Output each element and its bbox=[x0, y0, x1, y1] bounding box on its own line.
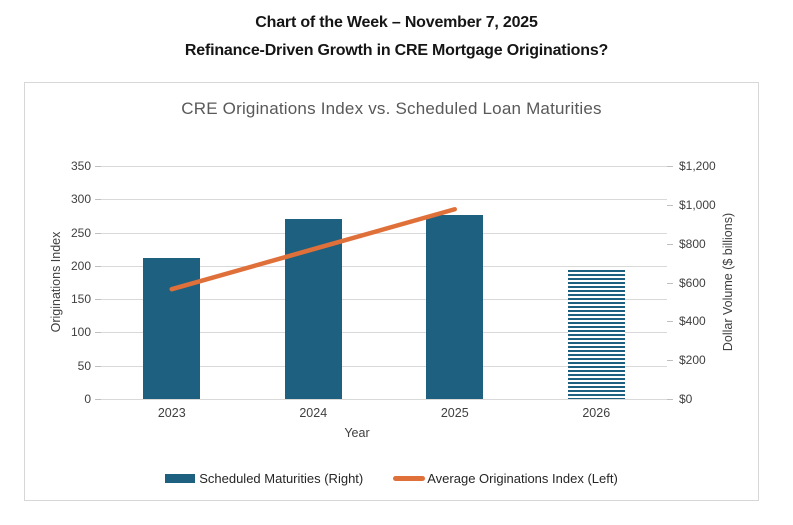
gridline bbox=[101, 365, 667, 367]
left-axis-tick bbox=[95, 299, 101, 301]
gridline bbox=[101, 166, 667, 167]
right-axis-tick bbox=[667, 166, 673, 167]
right-axis-tick bbox=[667, 243, 673, 245]
x-axis-label-2026: 2026 bbox=[582, 406, 611, 420]
header-title-line2: Refinance-Driven Growth in CRE Mortgage … bbox=[184, 42, 609, 59]
right-axis-tick bbox=[667, 321, 673, 323]
gridline bbox=[101, 332, 667, 334]
legend: Scheduled Maturities (Right) Average Ori… bbox=[25, 471, 758, 486]
left-axis-tick-label: 50 bbox=[77, 358, 91, 373]
bar-legend-swatch-icon bbox=[165, 474, 196, 483]
right-axis-tick-label: $800 bbox=[679, 236, 706, 251]
right-axis-tick bbox=[667, 204, 673, 206]
right-axis-tick bbox=[667, 282, 673, 284]
left-axis-tick bbox=[95, 199, 101, 201]
chart-container: CRE Originations Index vs. Scheduled Loa… bbox=[24, 82, 759, 501]
line-legend-swatch-icon bbox=[393, 476, 426, 481]
bar-2026 bbox=[567, 269, 625, 399]
chart-title: CRE Originations Index vs. Scheduled Loa… bbox=[181, 99, 602, 118]
left-axis-tick-label: 250 bbox=[70, 225, 91, 240]
left-axis-tick-label: 100 bbox=[70, 325, 91, 340]
gridline bbox=[101, 199, 667, 201]
legend-label-scheduled-maturities: Scheduled Maturities (Right) bbox=[199, 471, 364, 486]
right-axis-tick-label: $400 bbox=[679, 314, 706, 329]
x-axis-label-2024: 2024 bbox=[299, 406, 328, 420]
right-axis-tick-label: $200 bbox=[679, 353, 706, 368]
right-axis-tick-label: $600 bbox=[679, 275, 706, 290]
left-axis-tick bbox=[95, 166, 101, 167]
right-axis-tick bbox=[667, 399, 673, 400]
left-axis-tick bbox=[95, 265, 101, 267]
left-axis-title: Originations Index bbox=[49, 231, 63, 333]
legend-item-originations-index: Average Originations Index (Left) bbox=[393, 471, 618, 486]
x-axis-title: Year bbox=[344, 426, 370, 440]
gridline bbox=[101, 399, 667, 400]
legend-item-scheduled-maturities: Scheduled Maturities (Right) bbox=[165, 471, 363, 486]
left-axis-tick-label: 200 bbox=[70, 258, 91, 273]
originations-index-line bbox=[169, 207, 457, 292]
legend-label-originations-index: Average Originations Index (Left) bbox=[427, 471, 618, 486]
right-axis-title: Dollar Volume ($ billions) bbox=[721, 212, 735, 352]
page-header: Chart of the Week – November 7, 2025 Ref… bbox=[0, 9, 793, 65]
left-axis-tick bbox=[95, 232, 101, 234]
right-axis-tick-label: $1,200 bbox=[679, 159, 716, 173]
bar-2024 bbox=[284, 219, 342, 399]
left-axis-tick bbox=[95, 399, 101, 400]
left-axis-tick-label: 150 bbox=[70, 292, 91, 307]
left-axis-tick bbox=[95, 332, 101, 334]
bar-2023 bbox=[143, 258, 201, 399]
left-axis-tick-label: 0 bbox=[84, 392, 91, 406]
right-axis-tick bbox=[667, 360, 673, 362]
header-title-line1: Chart of the Week – November 7, 2025 bbox=[255, 14, 538, 31]
left-axis-tick-label: 350 bbox=[70, 159, 91, 173]
right-axis-tick-label: $1,000 bbox=[679, 197, 716, 212]
bar-2025 bbox=[426, 214, 484, 399]
left-axis-tick bbox=[95, 365, 101, 367]
left-axis-tick-label: 300 bbox=[70, 192, 91, 207]
right-axis-tick-label: $0 bbox=[679, 392, 693, 406]
gridline bbox=[101, 299, 667, 301]
x-axis-label-2025: 2025 bbox=[440, 406, 469, 420]
gridline bbox=[101, 232, 667, 234]
x-axis-label-2023: 2023 bbox=[157, 406, 186, 420]
